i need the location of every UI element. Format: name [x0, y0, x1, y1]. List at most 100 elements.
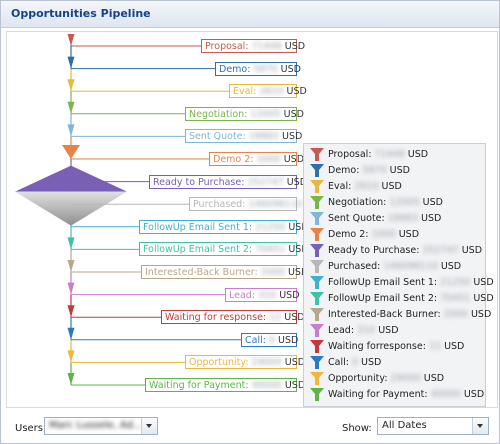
legend-item: Sent Quote: 18883 USD: [310, 211, 441, 226]
legend-item: Opportunity: 29000 USD: [310, 371, 444, 386]
funnel-icon: [310, 324, 324, 337]
stage-name: Waiting for Payment:: [149, 380, 252, 391]
stage-funnel-marker: [67, 327, 75, 340]
legend-currency: USD: [358, 357, 382, 368]
legend-amount: 29000: [390, 373, 421, 384]
stage-name: FollowUp Email Sent 1:: [143, 221, 256, 233]
stage-label: Ready to Purchase: 252747 USD: [149, 174, 307, 189]
stage-label: Demo: 5870 USD: [215, 61, 301, 76]
stage-amount: 71448: [251, 41, 282, 52]
stage-label: Waiting for response: 12 USD: [161, 310, 305, 325]
legend-item: Ready to Purchase: 252747 USD: [310, 243, 482, 258]
legend-label: Lead:: [328, 325, 358, 336]
legend-item: Waiting forresponse: 12 USD: [310, 339, 464, 354]
legend-item: Demo: 5870 USD: [310, 163, 410, 178]
users-dropdown-icon[interactable]: [141, 418, 157, 434]
stage-amount: 146098110: [248, 199, 303, 211]
stage-name: Interested-Back Burner:: [145, 267, 261, 278]
legend-label: Negotiation:: [328, 197, 390, 208]
stage-name: Eval:: [233, 86, 260, 98]
stage-label: Opportunity: 29000 USD: [185, 355, 305, 370]
stage-funnel-marker: [67, 124, 75, 137]
legend-currency: USD: [417, 213, 442, 224]
legend-label: Demo 2:: [328, 229, 372, 240]
stage-funnel-marker: [62, 145, 80, 159]
legend-amount: 12005: [389, 197, 420, 208]
stage-funnel-marker: [67, 305, 75, 318]
stage-label: FollowUp Email Sent 2: 70451 USD: [139, 242, 309, 257]
stage-name: Negotiation:: [189, 108, 251, 120]
funnel-icon: [310, 148, 324, 161]
legend-label: Opportunity:: [328, 373, 391, 384]
stage-currency: USD: [277, 63, 301, 75]
stage-label: Sent Quote: 18883 USD: [185, 129, 302, 144]
stage-name: FollowUp Email Sent 2:: [143, 244, 256, 256]
stage-name: Sent Quote:: [189, 131, 249, 143]
stage-amount: 5870: [253, 63, 278, 75]
stage-amount: 40000: [251, 380, 282, 391]
legend-label: Demo:: [328, 165, 363, 176]
ready-to-purchase-segment: [15, 165, 127, 192]
legend-currency: USD: [470, 293, 494, 304]
legend-currency: USD: [467, 309, 492, 320]
stage-label: Waiting for Payment: 40000 USD: [145, 378, 305, 392]
legend-item: FollowUp Email Sent 1: 21250 USD: [310, 275, 494, 290]
show-label: Show:: [342, 423, 372, 434]
legend-label: FollowUp Email Sent 1:: [328, 277, 441, 288]
stage-label: Lead: 310 USD: [225, 287, 300, 302]
stage-currency: USD: [275, 334, 299, 346]
stage-funnel-marker: [67, 79, 75, 92]
legend-label: Interested-Back Burner:: [328, 309, 444, 320]
legend-label: Sent Quote:: [328, 213, 388, 224]
stage-amount: 12005: [250, 108, 281, 120]
show-combo[interactable]: All Dates: [377, 417, 489, 435]
stage-amount: 2610: [259, 86, 284, 98]
legend-item: Interested-Back Burner: 2000 USD: [310, 307, 491, 322]
stage-label: FollowUp Email Sent 1: 21250 USD: [139, 219, 309, 234]
funnel-icon: [310, 212, 324, 225]
stage-amount: 252747: [247, 176, 284, 188]
stage-currency: USD: [278, 131, 303, 143]
purchased-segment: [15, 191, 127, 226]
legend-item: Call: 0 USD: [310, 355, 381, 370]
users-combo[interactable]: Marc Lussele, Ad...: [44, 417, 158, 435]
legend-currency: USD: [419, 197, 443, 208]
stage-label: Purchased: 146098110 USD: [189, 197, 326, 212]
legend-label: FollowUp Email Sent 2:: [328, 293, 441, 304]
show-combo-value: All Dates: [382, 420, 427, 431]
stage-currency: USD: [281, 380, 306, 391]
legend-currency: USD: [441, 341, 465, 352]
legend-amount: 252747: [422, 245, 459, 256]
stage-label: Eval: 2610 USD: [229, 84, 307, 99]
users-combo-value: Marc Lussele, Ad...: [49, 420, 143, 431]
legend-currency: USD: [375, 325, 399, 336]
legend-amount: 2610: [354, 181, 379, 192]
legend-item: Demo 2: 1000 USD: [310, 227, 419, 242]
funnel-icon: [310, 228, 324, 241]
stage-funnel-marker: [67, 56, 75, 69]
users-label: Users:: [15, 423, 47, 434]
legend-label: Waiting for Payment:: [328, 389, 431, 400]
legend-item: Proposal: 71448 USD: [310, 147, 428, 162]
legend-item: FollowUp Email Sent 2: 70451 USD: [310, 291, 494, 306]
stage-name: Demo:: [219, 63, 254, 75]
show-dropdown-icon[interactable]: [472, 418, 488, 434]
funnel-icon: [310, 180, 324, 193]
legend-amount: 5870: [362, 165, 387, 176]
legend-amount: 1000: [371, 229, 396, 240]
stage-amount: 2000: [260, 267, 285, 278]
legend-amount: 310: [357, 325, 376, 336]
legend-amount: 70451: [440, 293, 471, 304]
stage-currency: USD: [281, 312, 305, 324]
stage-name: Proposal:: [205, 41, 252, 52]
stage-currency: USD: [280, 108, 304, 120]
stage-funnel-marker: [67, 101, 75, 114]
stage-label: Proposal: 71448 USD: [201, 39, 305, 53]
panel-header: Opportunities Pipeline: [1, 1, 499, 28]
stage-currency: USD: [281, 357, 306, 369]
legend-item: Eval: 2610 USD: [310, 179, 402, 194]
stage-amount: 12: [269, 312, 282, 324]
stage-name: Ready to Purchase:: [153, 176, 248, 188]
stage-label: Call: 0 USD: [241, 332, 299, 347]
